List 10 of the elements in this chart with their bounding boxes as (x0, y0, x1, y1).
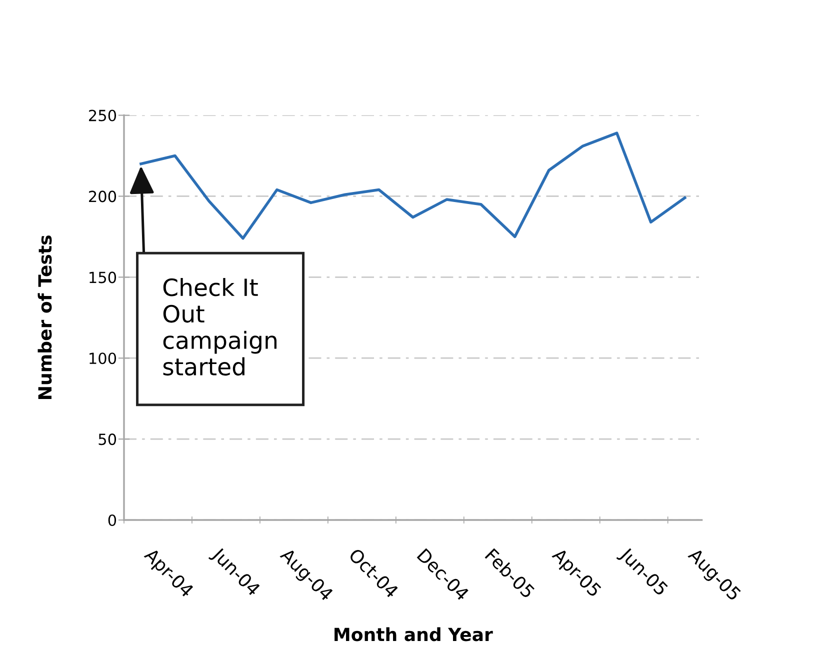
y-tick-label: 50 (98, 434, 116, 446)
y-tick-label: 0 (108, 514, 116, 526)
y-tick-label: 250 (89, 110, 116, 122)
y-tick-label: 100 (90, 352, 116, 364)
line-series (140, 132, 686, 240)
y-axis-title: Number of Tests (38, 236, 52, 399)
y-tick-label: 200 (89, 190, 116, 202)
x-axis-title: Month and Year (334, 627, 493, 642)
annotation: Check It Out campaign started (163, 278, 276, 376)
y-tick-label: 150 (90, 272, 116, 284)
